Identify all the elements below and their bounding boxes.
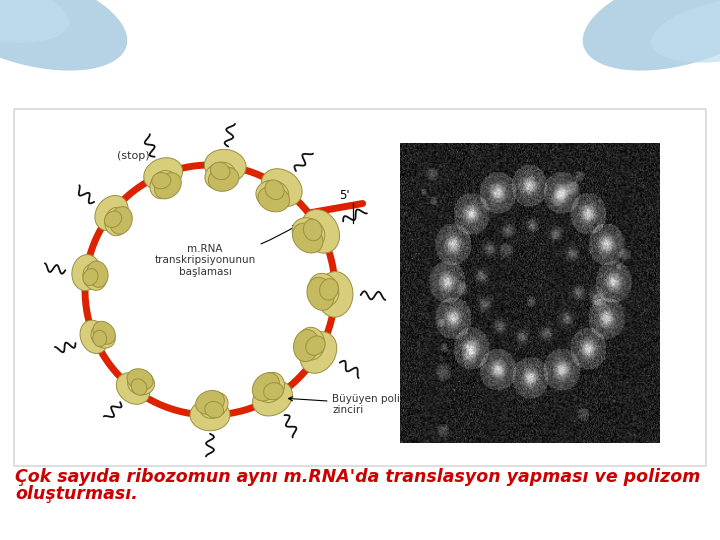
Text: (stop): (stop): [117, 151, 150, 161]
Ellipse shape: [93, 330, 107, 347]
Ellipse shape: [297, 327, 325, 360]
Ellipse shape: [309, 273, 339, 306]
Text: oluşturması.: oluşturması.: [15, 485, 138, 503]
Ellipse shape: [205, 162, 235, 190]
Ellipse shape: [292, 223, 323, 253]
Ellipse shape: [117, 373, 150, 404]
Ellipse shape: [258, 186, 289, 212]
Ellipse shape: [252, 373, 279, 401]
Ellipse shape: [155, 173, 181, 199]
Ellipse shape: [210, 162, 230, 180]
Ellipse shape: [300, 332, 337, 373]
Ellipse shape: [292, 218, 325, 248]
Ellipse shape: [306, 336, 325, 355]
Ellipse shape: [87, 261, 108, 287]
Ellipse shape: [199, 392, 228, 418]
Ellipse shape: [303, 219, 322, 241]
Ellipse shape: [301, 210, 340, 253]
Ellipse shape: [264, 383, 284, 400]
Ellipse shape: [317, 272, 353, 317]
Ellipse shape: [0, 0, 127, 71]
Ellipse shape: [257, 372, 284, 402]
Ellipse shape: [307, 278, 334, 310]
Ellipse shape: [265, 180, 284, 200]
Text: 0.1 μ m: 0.1 μ m: [466, 345, 508, 355]
Ellipse shape: [131, 379, 147, 395]
Ellipse shape: [95, 195, 128, 231]
Ellipse shape: [204, 150, 246, 183]
Ellipse shape: [651, 0, 720, 63]
Ellipse shape: [294, 329, 319, 362]
Text: Büyüyen polipeptit
zinciri: Büyüyen polipeptit zinciri: [289, 394, 431, 415]
FancyBboxPatch shape: [14, 109, 706, 466]
Ellipse shape: [150, 171, 177, 199]
Ellipse shape: [253, 381, 292, 416]
Ellipse shape: [256, 180, 289, 208]
Ellipse shape: [261, 168, 302, 206]
Ellipse shape: [93, 321, 115, 345]
Text: Çok sayıda ribozomun aynı m.RNA'da translasyon yapması ve polizom: Çok sayıda ribozomun aynı m.RNA'da trans…: [15, 468, 701, 486]
Ellipse shape: [0, 0, 69, 43]
Ellipse shape: [109, 207, 132, 234]
Ellipse shape: [72, 255, 101, 291]
Ellipse shape: [91, 325, 115, 348]
Text: 5': 5': [339, 190, 350, 202]
Ellipse shape: [582, 0, 720, 71]
Ellipse shape: [104, 207, 129, 236]
Ellipse shape: [104, 211, 122, 227]
Ellipse shape: [127, 369, 153, 390]
Ellipse shape: [83, 264, 107, 291]
Ellipse shape: [83, 268, 98, 286]
Ellipse shape: [127, 372, 155, 395]
Ellipse shape: [208, 167, 239, 191]
Ellipse shape: [80, 320, 108, 354]
Ellipse shape: [190, 399, 230, 431]
Ellipse shape: [196, 390, 225, 414]
Text: m.RNA
transkripsiyonunun
başlaması: m.RNA transkripsiyonunun başlaması: [154, 225, 297, 277]
Ellipse shape: [320, 279, 338, 300]
Ellipse shape: [144, 158, 183, 191]
Ellipse shape: [152, 172, 171, 188]
Ellipse shape: [204, 401, 224, 418]
